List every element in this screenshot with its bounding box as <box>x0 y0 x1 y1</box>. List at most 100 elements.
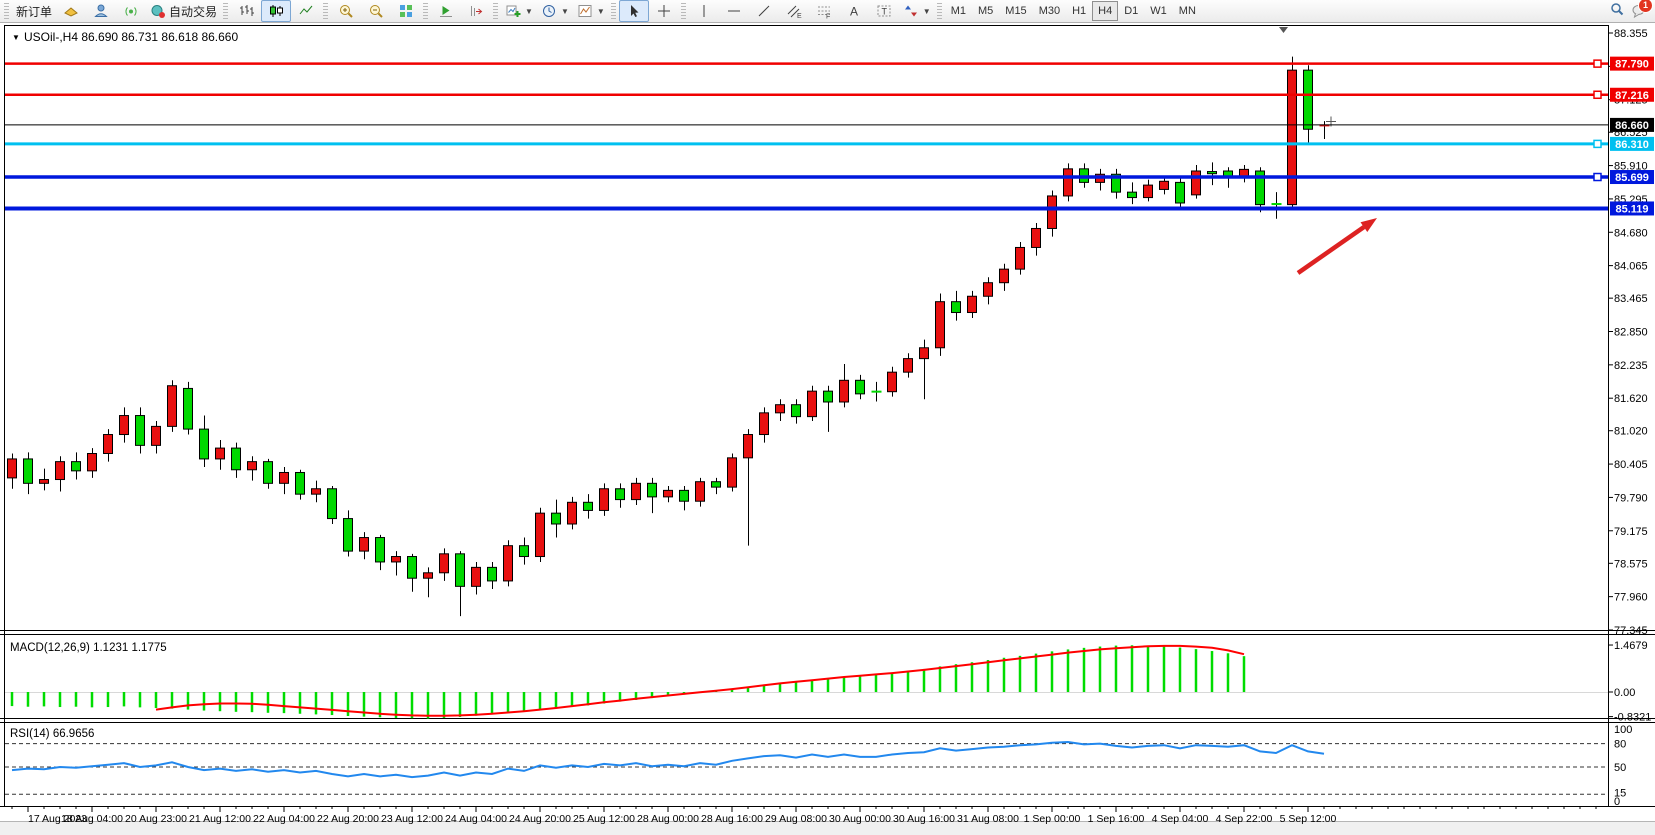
candle-body <box>1127 191 1137 199</box>
clock-icon <box>542 5 555 17</box>
arrows-button[interactable]: ▼ <box>899 0 935 22</box>
candle-body <box>727 457 737 488</box>
trendline-button[interactable] <box>749 0 779 22</box>
channel-icon: E <box>787 5 802 19</box>
candle-body <box>695 481 705 502</box>
candle-body <box>439 553 449 574</box>
fibonacci-button[interactable]: F <box>809 0 839 22</box>
chart-canvas[interactable]: 88.35587.74087.12586.52585.91085.29584.6… <box>0 23 1655 835</box>
candle-body <box>1287 69 1297 206</box>
price-axis-label: 79.790 <box>1614 492 1648 504</box>
chart-shift-button[interactable] <box>461 0 491 22</box>
timeframe-m30-button[interactable]: M30 <box>1038 5 1061 17</box>
vertical-line-button[interactable] <box>689 0 719 22</box>
text-button[interactable]: A <box>839 0 869 22</box>
cursor-button[interactable] <box>618 0 649 22</box>
price-badge-value: 87.216 <box>1615 90 1649 102</box>
fibo-icon: F <box>817 6 830 20</box>
person-icon <box>94 4 108 17</box>
candle-body <box>263 461 273 484</box>
candle-body <box>791 404 801 418</box>
equidistant-channel-button[interactable]: E <box>779 0 809 22</box>
search-button[interactable] <box>1609 1 1625 22</box>
price-axis-label: 81.020 <box>1614 426 1648 438</box>
candle-body <box>1207 171 1217 175</box>
shift-icon <box>471 6 483 16</box>
zoom-in-button[interactable] <box>331 0 361 22</box>
candle-body <box>503 545 513 582</box>
textA-icon: A <box>850 5 858 19</box>
price-badge <box>1610 170 1654 185</box>
line-chart-button[interactable] <box>291 0 321 22</box>
crosshair-button[interactable] <box>649 0 679 22</box>
main-toolbar: 新订单 自动交易 ▼ ▼ ▼ E F A T ▼ M1 M5 M15 M30 H1 H4 D1 W1 MN 1 <box>0 0 1655 23</box>
tile-windows-button[interactable] <box>391 0 421 22</box>
horizontal-line-button[interactable] <box>719 0 749 22</box>
candle-body <box>343 518 353 552</box>
candle-body <box>631 482 641 501</box>
candle-body <box>887 371 897 393</box>
bar-chart-button[interactable] <box>231 0 261 22</box>
autotrading-button[interactable]: 自动交易 <box>146 0 221 22</box>
price-line-handle <box>1593 90 1602 100</box>
candle-body <box>279 471 289 484</box>
macd-signal-line <box>155 644 1245 717</box>
candle-body <box>1159 180 1169 190</box>
candle-body <box>1303 69 1313 130</box>
time-axis-label: 17 Aug 2023 <box>28 813 87 825</box>
timeframe-m5-button[interactable]: M5 <box>978 5 994 17</box>
price-line-handle <box>1593 172 1602 182</box>
annotation-arrow[interactable] <box>1296 218 1377 275</box>
candle-body <box>407 556 417 579</box>
rsi-line <box>11 740 1325 779</box>
auto-scroll-button[interactable] <box>431 0 461 22</box>
chart-window-button[interactable] <box>56 0 86 22</box>
candle-body <box>103 434 113 455</box>
candle-body <box>839 379 849 403</box>
timeframe-w1-button[interactable]: W1 <box>1150 5 1167 17</box>
new-order-button[interactable]: 新订单 <box>12 0 56 22</box>
text-label-button[interactable]: T <box>869 0 899 22</box>
timeframe-d1-button[interactable]: D1 <box>1124 5 1139 17</box>
time-axis-label: 21 Aug 12:00 <box>189 813 251 825</box>
svg-text:T: T <box>881 7 887 17</box>
time-axis-label: 23 Aug 12:00 <box>381 813 443 825</box>
price-badge-value: 87.790 <box>1615 59 1649 71</box>
timeframe-h4-button[interactable]: H4 <box>1092 1 1119 21</box>
timeframe-m1-button[interactable]: M1 <box>950 5 966 17</box>
rsi-label: RSI(14) 66.9656 <box>10 728 94 740</box>
price-badge-value: 86.660 <box>1615 120 1649 132</box>
candle-body <box>23 458 33 484</box>
zoom-out-button[interactable] <box>361 0 391 22</box>
price-axis-label: 82.235 <box>1614 360 1648 372</box>
periods-button[interactable]: ▼ <box>537 0 573 22</box>
price-line-handle <box>1593 139 1602 149</box>
timeframe-h1-button[interactable]: H1 <box>1072 5 1087 17</box>
price-badge <box>1610 87 1654 102</box>
candle-body <box>1191 170 1201 196</box>
candlestick-chart-button[interactable] <box>261 0 292 22</box>
rsi-axis-label: 100 <box>1614 724 1632 736</box>
notifications-button[interactable]: 1 <box>1631 0 1653 19</box>
candle-body <box>967 295 977 314</box>
templates-button[interactable]: ▼ <box>573 0 609 22</box>
time-axis-label: 18 Aug 04:00 <box>61 813 123 825</box>
toolbar-grip <box>4 3 9 19</box>
signals-button[interactable] <box>116 0 146 22</box>
time-axis-label: 28 Aug 16:00 <box>701 813 763 825</box>
svg-text:F: F <box>826 14 830 20</box>
candle-body <box>855 379 865 395</box>
candle-body <box>1143 184 1153 199</box>
chart-background <box>0 23 1655 835</box>
data-window-button[interactable] <box>86 0 116 22</box>
candle-body <box>1175 181 1185 204</box>
candle-body <box>983 282 993 297</box>
time-axis-label: 4 Sep 22:00 <box>1216 813 1273 825</box>
price-axis-label: 80.405 <box>1614 459 1648 471</box>
timeframe-mn-button[interactable]: MN <box>1178 5 1196 17</box>
macd-label: MACD(12,26,9) 1.1231 1.1775 <box>10 642 167 654</box>
candle-body <box>295 471 305 495</box>
chart-shift-marker <box>1279 27 1288 33</box>
new-chart-button[interactable]: ▼ <box>501 0 537 22</box>
timeframe-m15-button[interactable]: M15 <box>1005 5 1027 17</box>
